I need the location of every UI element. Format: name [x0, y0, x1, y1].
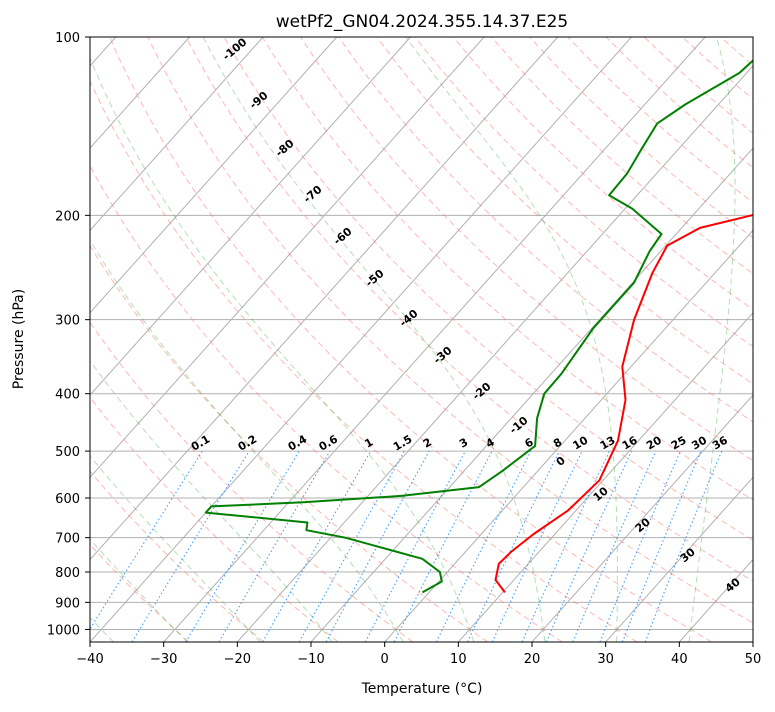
x-tick-label: −30 [150, 652, 177, 667]
x-axis-label: Temperature (°C) [361, 681, 483, 697]
moist-adiabat [0, 37, 260, 642]
mixing-ratio-line [299, 451, 404, 642]
dry-adiabat [377, 37, 775, 642]
mixing-ratio-line [132, 451, 249, 642]
mixing-ratio-label: 10 [570, 433, 590, 452]
dry-adiabat [530, 37, 775, 642]
moist-adiabat [82, 37, 474, 642]
mixing-ratio-line [468, 451, 560, 642]
moist-adiabat-label: -40 [397, 307, 421, 330]
x-tick-label: 20 [524, 652, 541, 667]
mixing-ratio-label: 16 [620, 433, 640, 452]
isotherm-gridline [0, 37, 190, 642]
dry-adiabat [415, 37, 775, 642]
y-tick-label: 500 [55, 445, 80, 460]
isotherm-gridline [311, 37, 775, 642]
dry-adiabat [0, 37, 413, 642]
mixing-ratio-label: 0.6 [317, 432, 341, 453]
moist-adiabat-label: 0 [554, 454, 568, 469]
isotherm-gridline [0, 37, 411, 642]
x-tick-label: 30 [597, 652, 614, 667]
y-tick-label: 600 [55, 492, 80, 507]
mixing-ratio-line [645, 451, 722, 642]
dry-adiabat [0, 37, 264, 642]
chart-title: wetPf2_GN04.2024.355.14.37.E25 [276, 12, 568, 32]
x-tick-label: −10 [297, 652, 324, 667]
moist-adiabat [0, 37, 332, 642]
mixing-ratio-line [600, 451, 681, 642]
isotherm-gridline [90, 37, 632, 642]
dry-adiabat [0, 37, 189, 642]
dry-adiabat [491, 37, 775, 642]
dry-adiabat [339, 37, 775, 642]
moist-adiabat-label: -80 [273, 137, 297, 160]
mixing-ratio-label: 2 [421, 436, 434, 451]
y-tick-label: 400 [55, 388, 80, 403]
isotherm-gridline [0, 37, 263, 642]
y-tick-label: 800 [55, 566, 80, 581]
mixing-ratio-label: 30 [689, 433, 709, 452]
isotherm-gridline [753, 37, 775, 642]
mixing-ratio-label: 1.5 [391, 433, 414, 454]
moist-adiabat-label: 30 [678, 545, 698, 565]
y-tick-label: 100 [55, 31, 80, 46]
x-tick-label: −20 [224, 652, 251, 667]
moist-adiabat-label: -60 [331, 225, 355, 248]
isotherm-gridline [237, 37, 775, 642]
x-tick-label: 40 [671, 652, 688, 667]
isotherm-gridline [0, 37, 484, 642]
mixing-ratio-line [492, 451, 582, 642]
y-tick-label: 1000 [47, 623, 80, 638]
mixing-ratio-line [546, 451, 631, 642]
mixing-ratio-line [573, 451, 656, 642]
y-tick-label: 900 [55, 596, 80, 611]
mixing-ratio-label: 20 [644, 433, 664, 452]
moist-adiabat-label: -100 [220, 35, 250, 63]
dry-adiabat [644, 37, 775, 642]
dry-adiabat [0, 37, 488, 642]
moist-adiabat-label: 40 [723, 575, 743, 595]
temperature-profile [496, 37, 775, 592]
x-tick-label: 10 [450, 652, 467, 667]
isotherm-gridline [0, 37, 337, 642]
x-tick-label: −40 [76, 652, 103, 667]
mixing-ratio-label: 0.1 [189, 433, 212, 454]
mixing-ratio-label: 6 [523, 435, 536, 450]
moist-adiabat [0, 37, 187, 642]
x-tick-label: 50 [745, 652, 762, 667]
moist-adiabat-label: -70 [301, 183, 325, 206]
y-tick-label: 700 [55, 532, 80, 547]
moist-adiabat-label: 10 [591, 484, 611, 504]
moist-adiabat [1, 37, 403, 642]
y-tick-label: 300 [55, 314, 80, 329]
mixing-ratio-label: 0.4 [286, 432, 310, 453]
isotherm-gridline [458, 37, 775, 642]
moist-adiabat-label: -90 [247, 89, 271, 112]
isotherm-gridline [385, 37, 775, 642]
mixing-ratio-line [186, 451, 299, 642]
mixing-ratio-label: 4 [484, 435, 497, 450]
moist-adiabat-label: -30 [431, 344, 455, 367]
dry-adiabat [71, 37, 637, 642]
moist-adiabat-label: -10 [507, 414, 531, 437]
moist-adiabat [203, 37, 545, 642]
y-axis-label: Pressure (hPa) [11, 289, 27, 389]
mixing-ratio-line [82, 451, 203, 642]
isotherm-gridline [164, 37, 705, 642]
dry-adiabat [110, 37, 712, 642]
mixing-ratio-label: 3 [457, 436, 470, 451]
moist-adiabat [689, 37, 735, 642]
x-tick-label: 0 [381, 652, 389, 667]
dry-adiabat [568, 37, 775, 642]
y-tick-label: 200 [55, 209, 80, 224]
dry-adiabat [148, 37, 775, 642]
moist-adiabat-label: 20 [633, 515, 653, 535]
mixing-ratio-label: 25 [669, 434, 689, 453]
dewpoint-profile [206, 37, 775, 592]
